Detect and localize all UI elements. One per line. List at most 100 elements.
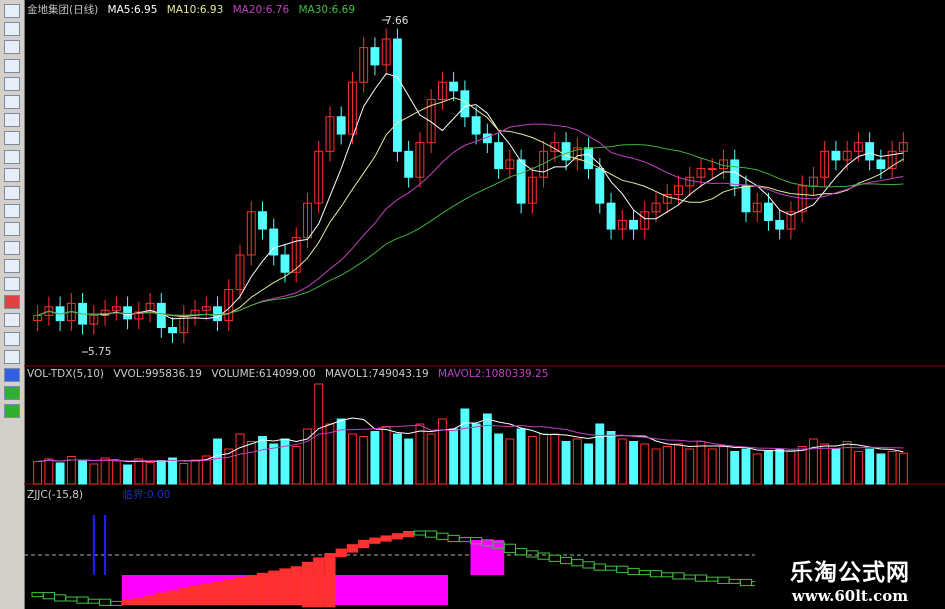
volume-bar xyxy=(527,436,537,485)
candlestick-icon[interactable] xyxy=(4,58,20,73)
zjjc-bar xyxy=(369,537,381,544)
candle-body xyxy=(291,237,301,273)
volume-bar xyxy=(179,463,189,485)
phone-icon[interactable] xyxy=(4,4,20,18)
candle-body xyxy=(584,147,593,170)
volume-bar xyxy=(662,446,672,485)
candle-body xyxy=(494,142,504,170)
s-icon[interactable] xyxy=(4,295,20,310)
zjjc-bar xyxy=(234,577,246,606)
candle-body xyxy=(303,202,312,239)
zjjc-bar xyxy=(178,588,190,606)
volume-bar xyxy=(224,448,234,485)
zjjc-box xyxy=(582,561,595,569)
zjjc-box xyxy=(503,543,516,554)
bar-chart-icon[interactable] xyxy=(4,22,20,37)
ma30-line xyxy=(37,144,904,316)
volume-bar xyxy=(359,436,369,485)
candle-body xyxy=(269,228,279,256)
grid-icon[interactable] xyxy=(4,277,20,291)
watermark: 乐淘公式网 www.60lt.com xyxy=(755,547,945,609)
line-chart-icon[interactable] xyxy=(4,40,20,55)
volume-bar xyxy=(213,438,222,485)
volume-bar xyxy=(145,462,155,485)
ma5-label: MA5:6.95 xyxy=(107,4,158,16)
volume-bar xyxy=(156,460,166,485)
volume-bar xyxy=(494,433,504,485)
indicator-value: 临界:0.00 xyxy=(122,489,171,501)
volume-bar xyxy=(437,418,447,485)
rsi-icon[interactable] xyxy=(4,240,20,255)
volume-bar xyxy=(303,428,312,485)
volume-bar xyxy=(876,453,886,485)
candle-body xyxy=(426,98,436,144)
zjjc-bar xyxy=(144,594,156,606)
zjjc-bar xyxy=(211,581,224,606)
exit-icon[interactable] xyxy=(4,331,20,346)
stock-chart[interactable] xyxy=(24,0,945,609)
ma10-label: MA10:6.93 xyxy=(166,4,224,16)
candle-body xyxy=(629,219,638,230)
volume-bar xyxy=(539,433,549,485)
up-arrow-icon[interactable] xyxy=(4,386,20,401)
wave-icon[interactable] xyxy=(4,222,20,237)
ruler-icon[interactable] xyxy=(4,349,20,364)
volume-bar xyxy=(370,431,380,485)
window-icon[interactable] xyxy=(4,76,20,91)
volume-bar xyxy=(887,451,897,485)
volume-bar xyxy=(123,464,133,485)
screen-icon[interactable] xyxy=(4,186,20,200)
candle-body xyxy=(44,306,54,316)
candle-body xyxy=(314,150,324,204)
candle-body xyxy=(370,47,380,66)
zjjc-bar xyxy=(358,539,370,549)
candle-body xyxy=(213,306,222,322)
zjjc-bar xyxy=(256,572,269,606)
down-arrow-icon[interactable] xyxy=(4,404,20,419)
analysis-icon[interactable] xyxy=(4,167,20,182)
watermark-name: 乐淘公式网 xyxy=(790,560,910,586)
candle-body xyxy=(404,150,414,178)
picture-icon[interactable] xyxy=(4,258,20,273)
zjjc-box xyxy=(672,572,685,580)
volume-bar xyxy=(719,446,728,485)
candle-body xyxy=(527,176,537,204)
volume-bar xyxy=(595,423,605,485)
zjjc-box xyxy=(559,556,573,565)
report-icon[interactable] xyxy=(4,204,20,219)
volume-bar xyxy=(898,452,908,485)
left-toolbar xyxy=(0,0,25,609)
volume-bar xyxy=(471,423,481,485)
candle-body xyxy=(674,185,683,196)
move-icon[interactable] xyxy=(4,368,20,382)
zjjc-box xyxy=(98,598,112,606)
zjjc-bar xyxy=(189,586,201,606)
tool-icon[interactable] xyxy=(4,313,20,328)
candle-body xyxy=(775,219,785,230)
candle-body xyxy=(325,116,335,152)
candle-body xyxy=(865,142,875,161)
volume-bar xyxy=(404,438,414,485)
vvol-label: VVOL:995836.19 xyxy=(113,368,202,380)
zjjc-bar xyxy=(245,575,257,606)
volume-bar xyxy=(100,457,110,485)
volume-bar xyxy=(629,441,638,485)
zjjc-bar xyxy=(290,566,302,606)
zjjc-box xyxy=(110,600,123,606)
zjjc-bar xyxy=(279,568,291,606)
candle-body xyxy=(572,147,582,161)
table-icon[interactable] xyxy=(4,95,20,109)
candle-body xyxy=(764,202,773,221)
zjjc-box xyxy=(717,576,730,584)
candle-body xyxy=(123,306,133,320)
zjjc-bar xyxy=(200,583,212,606)
users-icon[interactable] xyxy=(4,149,20,164)
folder-icon[interactable] xyxy=(4,131,20,146)
candle-body xyxy=(224,289,234,322)
volume-bar xyxy=(820,443,830,485)
document-icon[interactable] xyxy=(4,113,20,128)
zjjc-box xyxy=(447,534,460,543)
zjjc-bar xyxy=(301,561,314,608)
indicator-title: ZJJC(-15,8) xyxy=(27,489,84,501)
volume-bar xyxy=(674,443,683,485)
